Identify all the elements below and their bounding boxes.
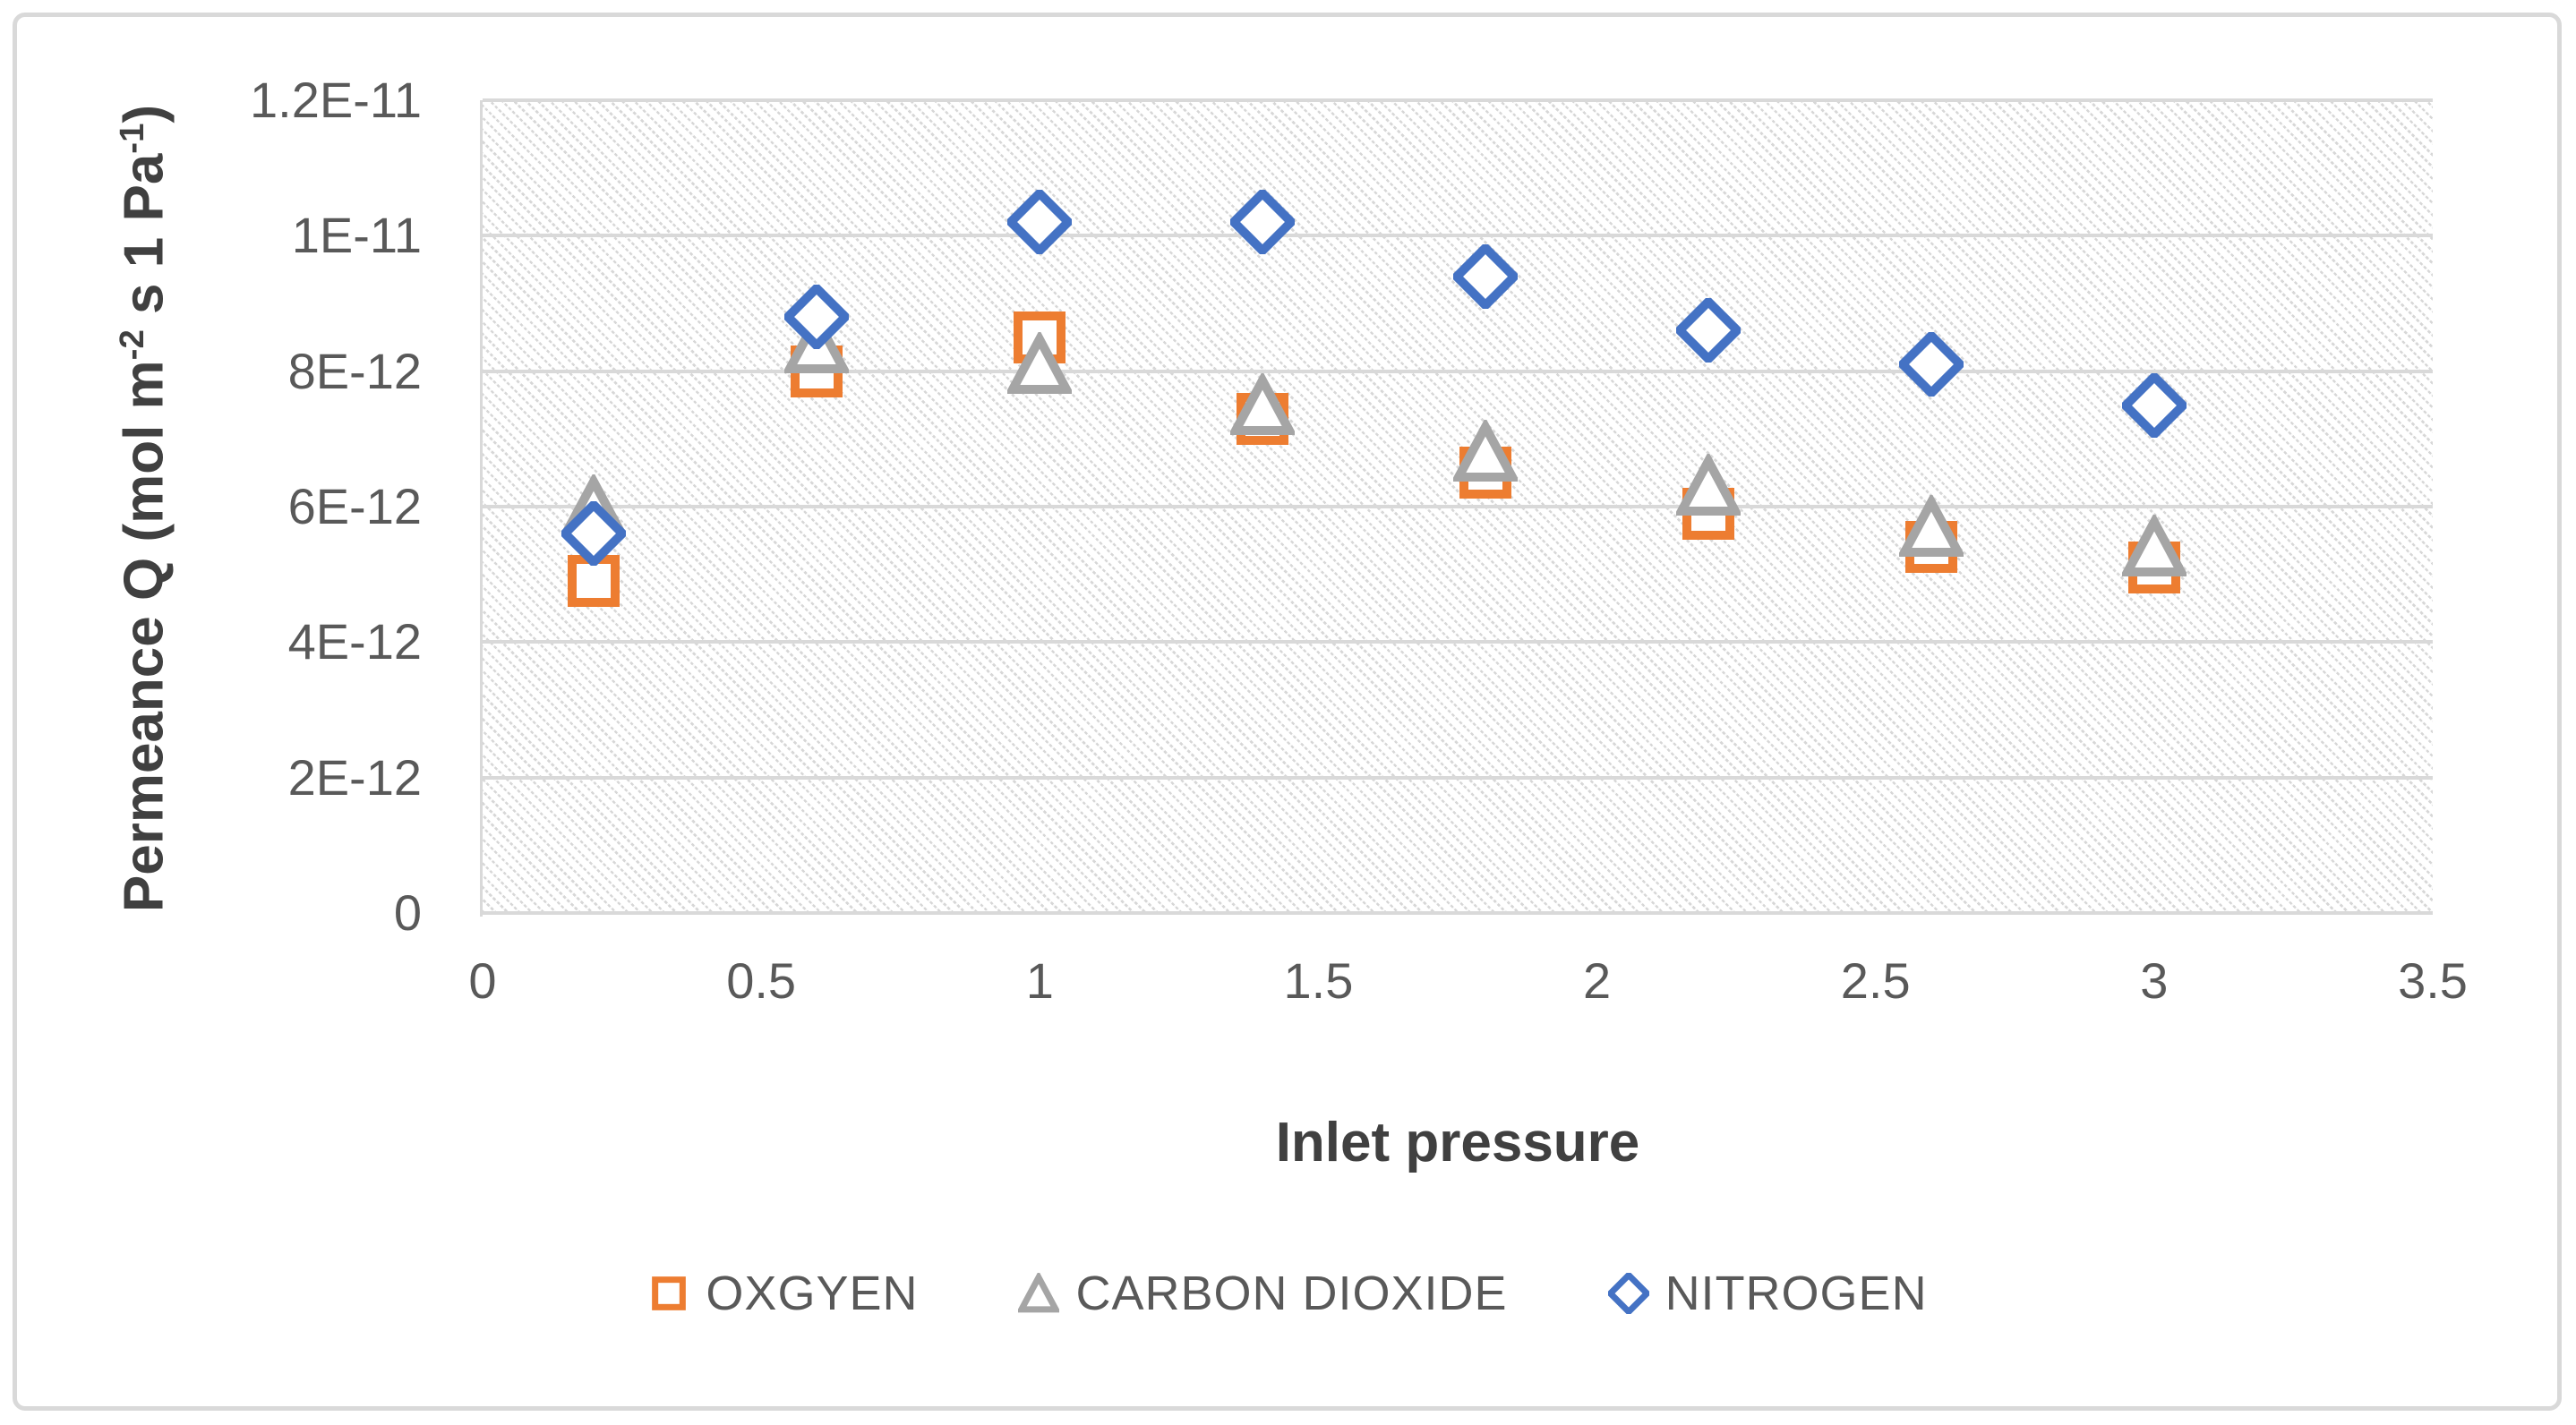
marker-diamond-nitrogen — [1898, 332, 1964, 397]
x-tick-label: 1 — [1025, 952, 1054, 1009]
y-axis-title-superscript: -1 — [113, 123, 151, 154]
y-tick-label: 4E-12 — [287, 613, 422, 670]
legend-item-nitrogen: NITROGEN — [1607, 1266, 1928, 1321]
y-tick-label: 2E-12 — [287, 748, 422, 806]
y-tick-label: 1E-11 — [291, 207, 422, 264]
x-tick-label: 2.5 — [1840, 952, 1911, 1009]
legend-item-carbon-dioxide: CARBON DIOXIDE — [1018, 1266, 1507, 1321]
x-tick-label: 1.5 — [1283, 952, 1354, 1009]
legend-label: CARBON DIOXIDE — [1075, 1267, 1508, 1320]
y-axis-line — [480, 100, 483, 917]
marker-triangle-carbon-dioxide — [1453, 420, 1519, 482]
marker-triangle-carbon-dioxide — [1007, 332, 1073, 395]
x-tick-label: 2 — [1582, 952, 1612, 1009]
x-tick-label: 0 — [468, 952, 497, 1009]
gridline — [483, 911, 2433, 915]
x-tick-label: 3 — [2140, 952, 2169, 1009]
marker-triangle-carbon-dioxide — [1898, 494, 1964, 557]
gridline — [483, 775, 2433, 780]
legend-marker-triangle-icon — [1018, 1273, 1060, 1313]
y-tick-label: 0 — [393, 884, 422, 941]
y-tick-label: 8E-12 — [287, 342, 422, 399]
y-axis-title: Permeance Q (mol m-2 s 1 Pa-1) — [98, 0, 175, 1135]
legend-marker-square-icon — [652, 1276, 687, 1310]
marker-diamond-nitrogen — [561, 501, 627, 567]
marker-triangle-carbon-dioxide — [1230, 372, 1296, 435]
x-tick-label: 0.5 — [726, 952, 797, 1009]
x-axis-title: Inlet pressure — [1275, 1112, 1640, 1173]
gridline — [483, 98, 2433, 102]
y-axis-title-text: Permeance Q (mol m — [113, 360, 175, 913]
marker-diamond-nitrogen — [2121, 372, 2187, 438]
y-tick-label: 6E-12 — [287, 478, 422, 534]
y-tick-label: 1.2E-11 — [250, 72, 422, 128]
gridline — [483, 234, 2433, 238]
marker-diamond-nitrogen — [1230, 190, 1296, 255]
marker-diamond-nitrogen — [1007, 190, 1073, 255]
marker-diamond-nitrogen — [1453, 243, 1519, 309]
gridline — [483, 505, 2433, 508]
legend-label: OXGYEN — [706, 1267, 919, 1320]
legend-item-oxgyen: OXGYEN — [648, 1266, 918, 1321]
y-axis-title-superscript: -2 — [113, 329, 151, 361]
y-axis-title-text: s 1 Pa — [113, 153, 175, 330]
x-tick-label: 3.5 — [2398, 952, 2468, 1009]
y-axis-title-text: ) — [113, 104, 175, 124]
plot-area — [483, 98, 2433, 915]
marker-diamond-nitrogen — [784, 285, 850, 350]
legend-label: NITROGEN — [1665, 1267, 1928, 1320]
marker-triangle-carbon-dioxide — [2121, 515, 2187, 577]
marker-triangle-carbon-dioxide — [1676, 454, 1742, 516]
gridline — [483, 640, 2433, 644]
legend: OXGYEN CARBON DIOXIDE NITROGEN — [0, 1266, 2576, 1321]
marker-diamond-nitrogen — [1676, 298, 1742, 363]
gridline — [483, 369, 2433, 373]
legend-marker-diamond-icon — [1607, 1273, 1649, 1314]
